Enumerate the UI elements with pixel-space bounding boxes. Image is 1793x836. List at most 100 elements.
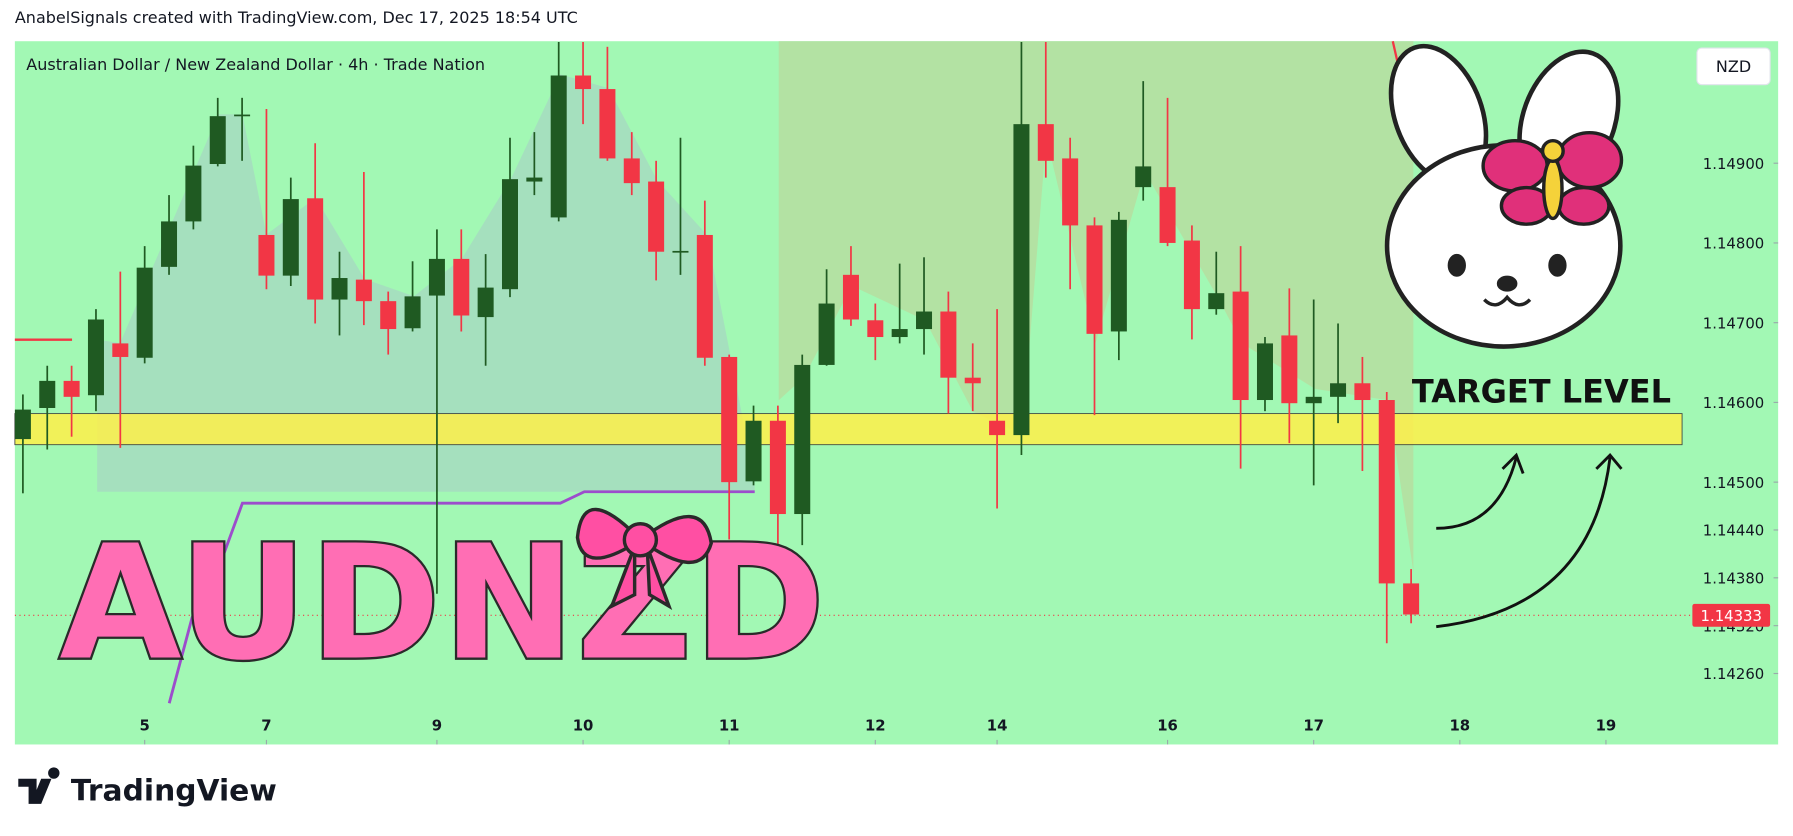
logo-text: TradingView [71,773,277,808]
candle-body [623,158,640,184]
candle-body [355,279,372,302]
x-tick-label: 5 [140,717,150,735]
x-tick-label: 14 [987,717,1008,735]
candle-body [1378,400,1395,584]
candle-body [672,250,689,253]
target-label: TARGET LEVEL [1412,373,1671,411]
bunny-eye [1548,253,1567,277]
candle-body [39,380,56,408]
candle-body [453,258,470,316]
x-tick-label: 9 [432,717,442,735]
x-tick-label: 17 [1303,717,1324,735]
x-tick-label: 19 [1596,717,1617,735]
candle-body [867,320,884,338]
candle-body [234,114,251,117]
candle-body [380,301,397,330]
candle-body [161,221,178,267]
candle-body [526,177,543,182]
y-tick-label: 1.14500 [1703,474,1764,492]
candle-body [1256,343,1273,401]
candle-body [696,234,713,358]
arrows [1436,452,1623,629]
x-tick-label: 12 [865,717,886,735]
chart-title: Australian Dollar / New Zealand Dollar ·… [26,55,485,74]
y-tick-label: 1.14700 [1703,314,1764,332]
indicator-line [167,490,755,704]
candle-body [1159,187,1176,243]
candle-body [1135,166,1152,188]
bunny [1384,43,1624,349]
y-tick-label: 1.14900 [1703,155,1764,173]
x-tick-label: 7 [261,717,271,735]
candle-body [1281,335,1298,404]
candle-body [916,311,933,330]
x-tick-label: 11 [719,717,740,735]
bow [575,507,714,611]
candle-body [794,364,811,515]
candle-body [1183,240,1200,310]
footer-logo: TradingView [18,767,277,808]
x-tick-label: 18 [1449,717,1470,735]
candle-body [87,319,104,396]
x-tick-label: 10 [573,717,594,735]
candle-body [185,165,202,222]
y-tick-label: 1.14260 [1703,665,1764,683]
candle-body [331,278,348,300]
y-tick-label: 1.14600 [1703,394,1764,412]
y-tick-label: 1.14440 [1703,522,1764,540]
candle-body [307,198,324,300]
candle-body [1062,158,1079,226]
candle-body [501,179,518,290]
candle-body [209,116,226,165]
x-tick-label: 16 [1157,717,1178,735]
candle-body [428,258,445,296]
candle-body [964,377,981,384]
last-price-label: 1.14333 [1701,607,1762,625]
currency-button[interactable] [1696,47,1771,86]
arrow [1436,457,1612,629]
candle-body [1232,291,1249,401]
candle-body [1110,219,1127,332]
y-tick-label: 1.14380 [1703,570,1764,588]
cloud-area [97,74,755,704]
candle-body [1086,225,1103,334]
candle-body [1305,396,1322,404]
bunny-nose [1496,275,1518,292]
header-text: AnabelSignals created with TradingView.c… [15,8,578,27]
candle-body [282,199,299,276]
arrow-head [1501,452,1525,474]
candle-body [1403,583,1420,615]
candle-body [14,409,31,440]
currency-label: NZD [1716,57,1751,76]
candle-body [550,75,567,218]
candle-body [599,89,616,159]
candle-body [575,75,592,90]
candle-body [258,234,275,276]
logo-icon [18,767,60,804]
candle-body [63,380,80,397]
candle-body [112,343,129,357]
candle-body [136,267,153,358]
candle-body [1037,124,1054,161]
candle-body [648,181,665,252]
candle-body [1354,383,1371,401]
candle-body [404,296,421,329]
candle-body [721,356,738,483]
candle-body [477,287,494,318]
arrow [1436,457,1518,530]
bunny-eye [1447,253,1466,277]
candle-body [1208,293,1225,310]
watermark: AUDNZD [59,513,827,696]
last-price-tag [1692,603,1771,627]
candle-body [769,420,786,515]
candle-body [989,420,1006,436]
candle-body [1330,383,1347,397]
candle-body [940,311,957,378]
candle-body [891,329,908,338]
butterfly [1481,130,1624,226]
arrow-head [1595,453,1623,470]
bunny-mouth [1483,294,1532,307]
y-tick-label: 1.14800 [1703,235,1764,253]
candle-body [842,274,859,320]
candle-body [1013,124,1030,436]
